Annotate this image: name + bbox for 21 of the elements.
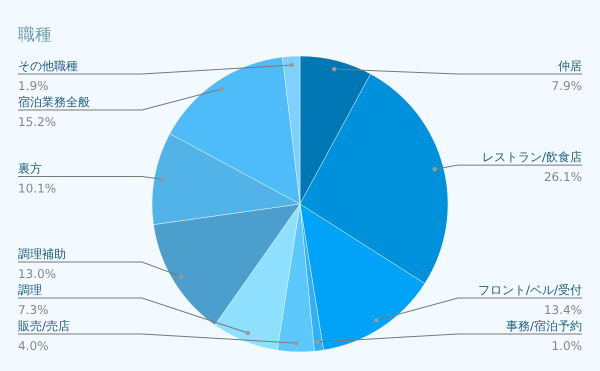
data-label: 15.2% bbox=[18, 115, 56, 129]
data-label: 1.9% bbox=[18, 79, 48, 93]
slice-label: レストラン/飲食店 bbox=[482, 150, 582, 164]
slice-label: 裏方 bbox=[18, 162, 42, 176]
data-label: 7.9% bbox=[552, 79, 582, 93]
slice-label: 調理 bbox=[18, 283, 42, 297]
chart-title: 職種 bbox=[18, 25, 52, 45]
data-label: 13.4% bbox=[544, 303, 582, 317]
slice-label: その他職種 bbox=[18, 59, 78, 73]
data-label: 1.0% bbox=[552, 339, 582, 353]
slice-label: フロント/ベル/受付 bbox=[478, 283, 582, 297]
data-label: 4.0% bbox=[18, 339, 48, 353]
slice-label: 販売/売店 bbox=[18, 319, 70, 333]
slice-label: 事務/宿泊予約 bbox=[506, 319, 582, 333]
slice-label: 宿泊業務全般 bbox=[18, 95, 90, 109]
slice-label: 調理補助 bbox=[18, 247, 66, 261]
slice-label: 仲居 bbox=[558, 59, 582, 73]
data-label: 10.1% bbox=[18, 182, 56, 196]
data-label: 26.1% bbox=[544, 170, 582, 184]
data-label: 7.3% bbox=[18, 303, 48, 317]
data-label: 13.0% bbox=[18, 267, 56, 281]
